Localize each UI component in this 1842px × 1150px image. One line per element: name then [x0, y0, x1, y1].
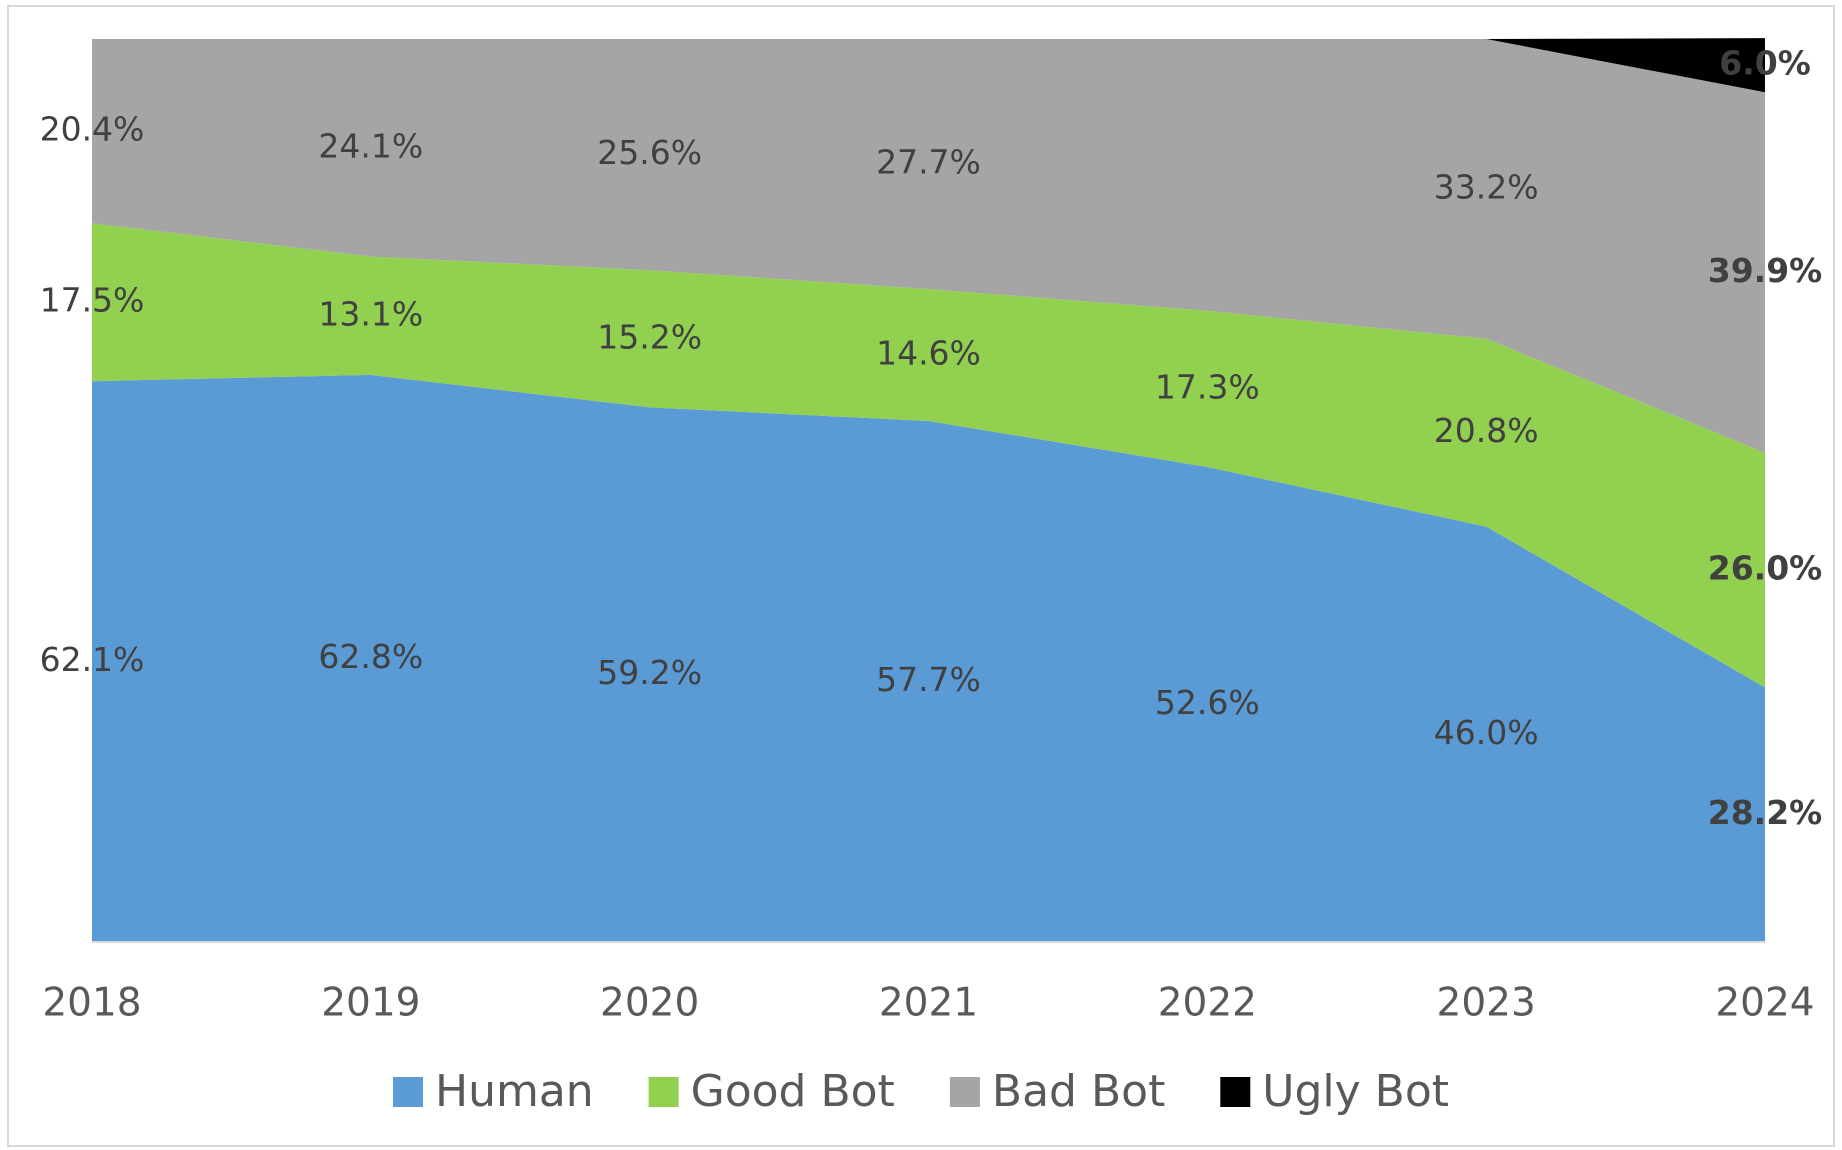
data-label: 17.5% [40, 281, 145, 320]
data-label: 28.2% [1708, 793, 1823, 832]
x-tick-label: 2022 [1158, 981, 1257, 1026]
data-label: 46.0% [1434, 713, 1539, 752]
data-label: 13.1% [318, 294, 423, 333]
data-label: 24.1% [318, 126, 423, 165]
data-label: 33.2% [1434, 167, 1539, 206]
data-label: 57.7% [876, 660, 981, 699]
data-label: 25.6% [597, 133, 702, 172]
x-tick-label: 2021 [879, 981, 978, 1026]
x-tick-label: 2018 [42, 981, 141, 1026]
legend-swatch [1220, 1077, 1250, 1107]
legend-label: Bad Bot [992, 1066, 1165, 1117]
data-label: 15.2% [597, 317, 702, 356]
x-tick-label: 2024 [1715, 981, 1814, 1026]
data-label: 14.6% [876, 334, 981, 373]
data-label: 62.1% [40, 640, 145, 679]
legend-swatch [393, 1077, 423, 1107]
data-label: 26.0% [1708, 548, 1823, 587]
data-label: 62.8% [318, 637, 423, 676]
legend-label: Ugly Bot [1262, 1066, 1449, 1117]
x-tick-label: 2019 [321, 981, 420, 1026]
data-label: 39.9% [1708, 251, 1823, 290]
chart: 62.1% 62.8% 59.2% 57.7% 52.6% 46.0% 28.2% 17.5%… [0, 0, 1842, 1150]
data-label: 27.7% [876, 143, 981, 182]
data-label: 6.0% [1719, 44, 1811, 83]
data-label: 52.6% [1155, 683, 1260, 722]
x-tick-label: 2023 [1437, 981, 1536, 1026]
x-tick-label: 2020 [600, 981, 699, 1026]
data-label: 17.3% [1155, 367, 1260, 406]
data-label: 59.2% [597, 653, 702, 692]
legend-swatch [649, 1077, 679, 1107]
legend-label: Human [435, 1066, 594, 1117]
legend-label: Good Bot [691, 1066, 895, 1117]
data-label: 20.4% [40, 110, 145, 149]
legend-swatch [950, 1077, 980, 1107]
data-label: 20.8% [1434, 411, 1539, 450]
